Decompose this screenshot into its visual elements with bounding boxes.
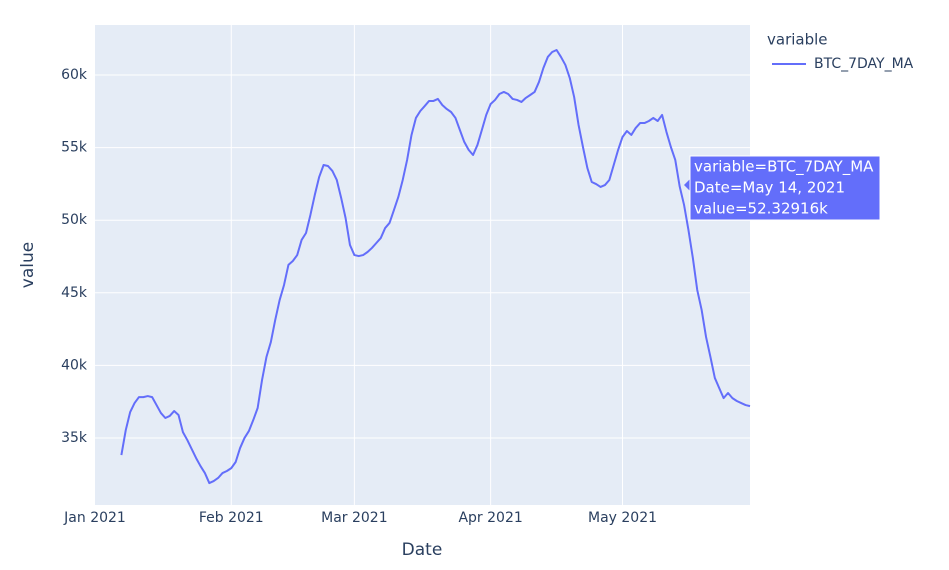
x-tick-label: Apr 2021 bbox=[458, 510, 522, 526]
tooltip-pointer bbox=[684, 179, 690, 191]
y-tick-label: 55k bbox=[61, 140, 88, 156]
tooltip-box bbox=[689, 155, 881, 221]
tooltip-line: variable=BTC_7DAY_MA bbox=[694, 158, 874, 177]
y-tick-label: 40k bbox=[61, 357, 88, 373]
y-tick-label: 60k bbox=[61, 67, 88, 83]
x-tick-label: Feb 2021 bbox=[199, 510, 264, 526]
plot-area bbox=[95, 25, 750, 505]
x-tick-label: Mar 2021 bbox=[321, 510, 388, 526]
x-axis-title: Date bbox=[402, 540, 443, 560]
tooltip-line: value=52.32916k bbox=[694, 200, 828, 218]
legend-title: variable bbox=[767, 31, 828, 49]
tooltip-line: Date=May 14, 2021 bbox=[694, 179, 845, 197]
y-axis-title: value bbox=[18, 242, 38, 288]
x-tick-label: Jan 2021 bbox=[63, 510, 126, 526]
legend-label[interactable]: BTC_7DAY_MA bbox=[814, 56, 914, 72]
line bbox=[120, 48, 751, 485]
x-tick-label: May 2021 bbox=[588, 510, 657, 526]
tooltip: variable=BTC_7DAY_MA Date=May 14, 2021 v… bbox=[684, 155, 881, 221]
y-tick-label: 45k bbox=[61, 285, 88, 301]
y-tick-label: 50k bbox=[61, 212, 88, 228]
y-tick-label: 35k bbox=[61, 430, 88, 446]
